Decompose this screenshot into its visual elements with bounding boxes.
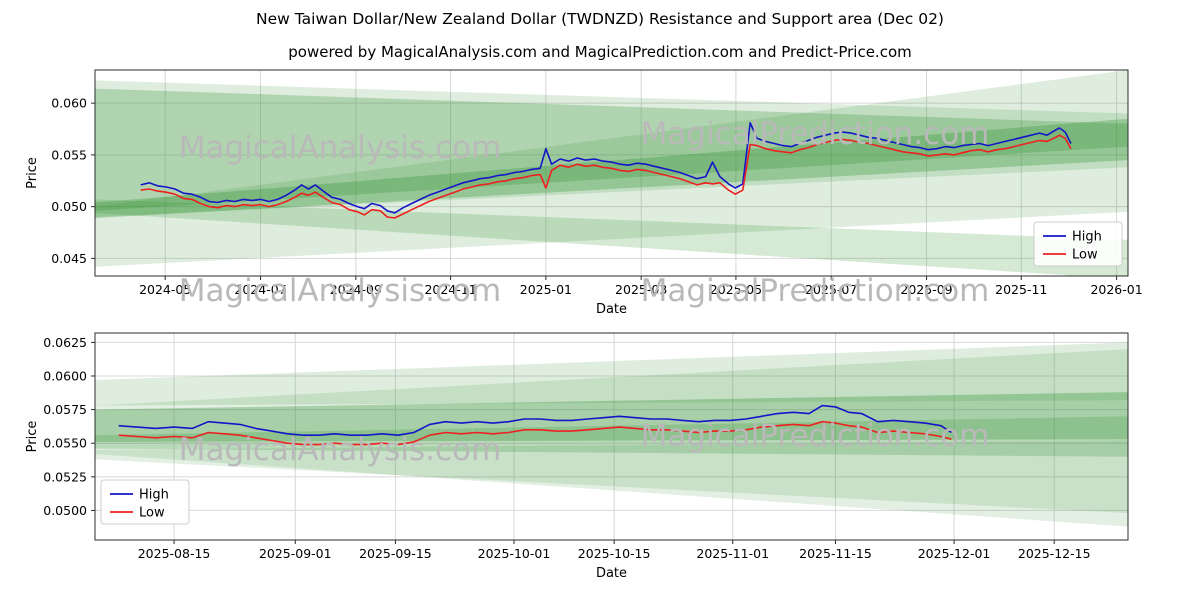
chart-1: 2025-08-15 2025-09-01 2025-09-15 2025-10-01… bbox=[25, 332, 1129, 581]
x-tick-label: 2026-01 bbox=[1090, 282, 1142, 297]
watermark-text: MagicalPrediction.com bbox=[641, 116, 990, 152]
watermark-text: MagicalPrediction.com bbox=[641, 273, 990, 309]
y-axis-label: Price bbox=[25, 157, 40, 189]
x-tick-label: 2025-09-01 bbox=[259, 546, 332, 561]
chart-0: 2024-05 2024-07 2024-09 2024-11 2025-01 2025-… bbox=[25, 69, 1143, 317]
tick-labels: 2024-05 2024-07 2024-09 2024-11 2025-01 2025-… bbox=[51, 96, 1142, 297]
y-tick-label: 0.0600 bbox=[43, 369, 87, 384]
y-tick-label: 0.045 bbox=[51, 251, 87, 266]
x-tick-label: 2025-11 bbox=[995, 282, 1047, 297]
x-tick-label: 2024-05 bbox=[139, 282, 191, 297]
x-tick-label: 2025-10-01 bbox=[478, 546, 551, 561]
y-tick-label: 0.055 bbox=[51, 147, 87, 162]
band-polygon bbox=[95, 88, 1128, 211]
y-tick-label: 0.0575 bbox=[43, 402, 87, 417]
legend-label-low: Low bbox=[1072, 248, 1098, 263]
series-line-high bbox=[140, 122, 1072, 214]
x-tick-label: 2025-08-15 bbox=[138, 546, 211, 561]
series-line-high bbox=[118, 404, 952, 437]
x-tick-label: 2024-07 bbox=[234, 282, 286, 297]
figure-title: New Taiwan Dollar/New Zealand Dollar (TW… bbox=[256, 10, 944, 28]
x-tick-label: 2025-12-15 bbox=[1018, 546, 1091, 561]
band-polygon bbox=[95, 199, 1128, 276]
plot-background bbox=[95, 70, 1128, 276]
x-tick-label: 2025-10-15 bbox=[578, 546, 651, 561]
y-tick-label: 0.050 bbox=[51, 199, 87, 214]
x-tick-label: 2025-03 bbox=[615, 282, 667, 297]
legend-label-high: High bbox=[139, 488, 169, 503]
y-tick-label: 0.0500 bbox=[43, 503, 87, 518]
legend-box bbox=[1033, 221, 1123, 267]
support-resistance-bands bbox=[95, 342, 1128, 527]
series-line-low bbox=[140, 134, 1072, 219]
y-tick-label: 0.0525 bbox=[43, 469, 87, 484]
x-tick-label: 2025-01 bbox=[520, 282, 572, 297]
x-tick-label: 2025-12-01 bbox=[918, 546, 991, 561]
grid-lines bbox=[95, 333, 1128, 540]
band-polygon bbox=[95, 416, 1128, 457]
tick-labels: 2025-08-15 2025-09-01 2025-09-15 2025-10-01… bbox=[43, 335, 1090, 561]
price-series bbox=[140, 122, 1072, 219]
x-tick-label: 2024-09 bbox=[330, 282, 382, 297]
x-tick-label: 2025-11-01 bbox=[696, 546, 769, 561]
y-tick-label: 0.060 bbox=[51, 96, 87, 111]
x-tick-label: 2025-09-15 bbox=[359, 546, 432, 561]
plot-background bbox=[95, 333, 1128, 540]
band-polygon bbox=[95, 349, 1128, 527]
legend-label-high: High bbox=[1072, 230, 1102, 245]
legend: High Low bbox=[1033, 221, 1123, 267]
x-tick-label: 2025-09 bbox=[900, 282, 952, 297]
legend-box bbox=[100, 479, 190, 525]
watermark-text: MagicalAnalysis.com bbox=[179, 130, 501, 166]
y-tick-label: 0.0625 bbox=[43, 335, 87, 350]
x-tick-label: 2025-05 bbox=[710, 282, 762, 297]
band-polygon bbox=[95, 342, 1128, 406]
watermark-text: MagicalAnalysis.com bbox=[179, 432, 501, 468]
plots: 2024-05 2024-07 2024-09 2024-11 2025-01 2025-… bbox=[25, 69, 1143, 581]
legend: High Low bbox=[100, 479, 190, 525]
plot-frame bbox=[94, 332, 1129, 541]
x-tick-label: 2025-07 bbox=[805, 282, 857, 297]
watermark-text: MagicalAnalysis.com bbox=[179, 273, 501, 309]
x-tick-label: 2024-11 bbox=[424, 282, 476, 297]
x-axis-label: Date bbox=[596, 302, 627, 317]
y-axis-label: Price bbox=[25, 421, 40, 453]
band-polygon bbox=[95, 80, 1128, 218]
plot-frame bbox=[94, 69, 1129, 277]
band-polygon bbox=[95, 440, 1128, 514]
watermark-text: MagicalPrediction.com bbox=[641, 418, 990, 454]
x-axis-label: Date bbox=[596, 566, 627, 581]
x-tick-label: 2025-11-15 bbox=[799, 546, 872, 561]
price-series bbox=[118, 404, 952, 446]
series-line-low bbox=[118, 420, 952, 446]
legend-label-low: Low bbox=[139, 506, 165, 521]
y-tick-label: 0.0550 bbox=[43, 436, 87, 451]
figure-subtitle: powered by MagicalAnalysis.com and Magic… bbox=[288, 43, 912, 61]
